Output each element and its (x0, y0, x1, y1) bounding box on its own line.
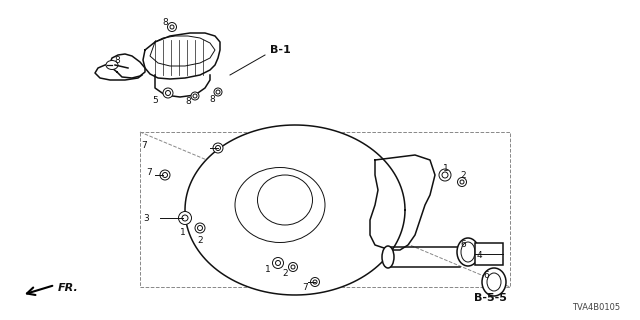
Ellipse shape (310, 277, 319, 286)
Ellipse shape (458, 178, 467, 187)
Text: TVA4B0105: TVA4B0105 (572, 303, 620, 313)
Text: B-5-5: B-5-5 (474, 293, 506, 303)
Ellipse shape (442, 172, 448, 178)
Text: 2: 2 (197, 236, 203, 244)
Text: B-1: B-1 (270, 45, 291, 55)
Text: 3: 3 (143, 213, 149, 222)
Text: 8: 8 (114, 55, 120, 65)
Ellipse shape (170, 25, 174, 29)
Text: 1: 1 (443, 164, 449, 172)
Ellipse shape (213, 143, 223, 153)
Text: 8: 8 (185, 97, 191, 106)
Text: 7: 7 (302, 284, 308, 292)
Text: FR.: FR. (58, 283, 79, 293)
Ellipse shape (482, 268, 506, 296)
Ellipse shape (195, 223, 205, 233)
Polygon shape (143, 33, 220, 79)
Ellipse shape (460, 180, 464, 184)
Text: 4: 4 (477, 251, 483, 260)
Bar (140, 132, 510, 287)
Text: 2: 2 (460, 171, 466, 180)
Ellipse shape (163, 88, 173, 98)
Text: 6: 6 (483, 270, 489, 279)
Ellipse shape (382, 246, 394, 268)
Text: 7: 7 (141, 140, 147, 149)
Ellipse shape (216, 146, 221, 150)
Text: 2: 2 (282, 269, 288, 278)
Text: 5: 5 (152, 95, 158, 105)
Ellipse shape (191, 92, 199, 100)
Ellipse shape (216, 90, 220, 94)
Ellipse shape (439, 169, 451, 181)
Polygon shape (370, 155, 435, 250)
Ellipse shape (275, 260, 280, 266)
Text: 1: 1 (265, 266, 271, 275)
Text: 6: 6 (460, 239, 466, 249)
Ellipse shape (106, 60, 118, 69)
Ellipse shape (273, 258, 284, 268)
Ellipse shape (461, 242, 475, 262)
Ellipse shape (291, 265, 295, 269)
Ellipse shape (214, 88, 222, 96)
Ellipse shape (182, 215, 188, 221)
Ellipse shape (179, 212, 191, 225)
Polygon shape (185, 125, 405, 295)
Polygon shape (110, 54, 145, 78)
Polygon shape (95, 63, 142, 80)
Ellipse shape (487, 273, 501, 291)
Ellipse shape (313, 280, 317, 284)
Ellipse shape (160, 170, 170, 180)
Text: 1: 1 (180, 228, 186, 236)
Bar (475, 243, 503, 265)
Text: 8: 8 (162, 18, 168, 27)
Ellipse shape (163, 172, 168, 178)
Ellipse shape (457, 238, 479, 266)
Ellipse shape (168, 22, 177, 31)
Ellipse shape (166, 91, 170, 95)
Text: 7: 7 (147, 167, 152, 177)
Ellipse shape (193, 94, 197, 98)
Ellipse shape (198, 226, 202, 230)
Text: 8: 8 (209, 94, 215, 103)
Ellipse shape (289, 262, 298, 271)
